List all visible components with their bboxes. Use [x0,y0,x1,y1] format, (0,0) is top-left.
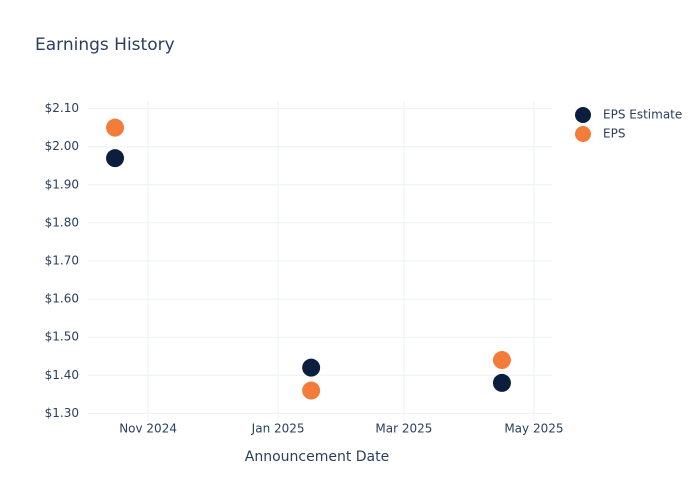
y-tick-label: $2.10 [45,101,79,115]
legend-marker [575,107,591,123]
y-tick-label: $1.40 [45,368,79,382]
x-tick-label: Jan 2025 [251,422,305,436]
y-tick-label: $1.90 [45,177,79,191]
y-tick-label: $1.60 [45,292,79,306]
legend-marker [575,126,591,142]
y-tick-label: $1.70 [45,254,79,268]
y-tick-label: $1.30 [45,406,79,420]
point [302,358,321,377]
y-tick-label: $2.00 [45,139,79,153]
x-tick-label: Mar 2025 [375,422,432,436]
legend-label: EPS [603,127,625,141]
point [302,381,321,400]
y-tick-label: $1.50 [45,330,79,344]
chart-title: Earnings History [35,35,175,55]
x-tick-label: May 2025 [504,422,563,436]
point [106,149,125,168]
x-axis-title: Announcement Date [245,449,389,465]
point [492,373,511,392]
y-tick-label: $1.80 [45,215,79,229]
point [106,118,125,137]
point [492,351,511,370]
x-tick-label: Nov 2024 [119,422,177,436]
legend-label: EPS Estimate [603,108,682,122]
